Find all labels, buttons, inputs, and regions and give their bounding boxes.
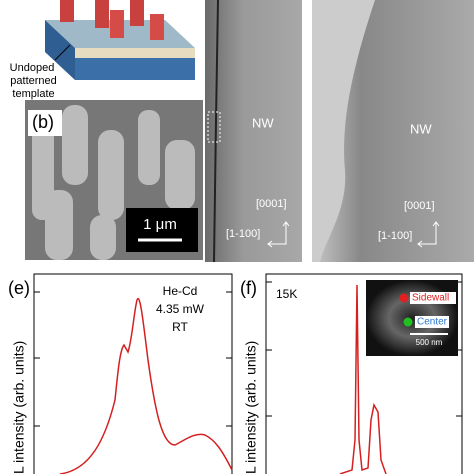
spectrum	[339, 284, 387, 474]
ticks	[34, 291, 232, 427]
panel-label: (f)	[240, 278, 257, 298]
roi	[207, 111, 221, 143]
ticks	[266, 281, 462, 417]
dir-label: [0001]	[256, 198, 287, 210]
pillars	[32, 105, 195, 260]
center-label: Center	[417, 317, 448, 328]
annotation: 15K	[276, 287, 297, 301]
annotation: He-Cd	[163, 284, 198, 298]
axes-arrows	[267, 221, 290, 248]
scale-label: 1 μm	[143, 216, 177, 233]
region	[312, 0, 375, 262]
label-bg	[28, 110, 62, 136]
panel-label: (e)	[8, 278, 30, 298]
annotation: 4.35 mW	[156, 302, 205, 316]
nw-label: NW	[410, 121, 432, 136]
dir-label: [0001]	[404, 200, 435, 212]
sidewall-marker	[399, 293, 409, 303]
y-axis-label: L intensity (arb. units)	[243, 341, 259, 474]
label-bg	[415, 316, 449, 328]
axes-arrows	[417, 221, 440, 248]
spectrum	[59, 297, 233, 474]
schematic	[45, 0, 195, 80]
nw-label: NW	[252, 115, 274, 130]
dir-label: [1-100]	[226, 228, 260, 240]
annotation: RT	[172, 320, 188, 334]
tem-image	[205, 0, 302, 262]
plot-frame	[265, 273, 463, 474]
y-axis-label: L intensity (arb. units)	[11, 341, 27, 474]
scale-label: 500 nm	[416, 338, 443, 347]
dir-label: [1-100]	[378, 230, 412, 242]
plot-frame	[33, 273, 233, 474]
edge	[213, 0, 219, 263]
callout: Undoped patterned template	[7, 62, 57, 100]
label-bg	[410, 292, 456, 304]
panel-label: (b)	[32, 112, 54, 132]
center-marker	[403, 317, 413, 327]
sidewall-label: Sidewall	[412, 293, 449, 304]
scale-bg	[126, 208, 198, 252]
